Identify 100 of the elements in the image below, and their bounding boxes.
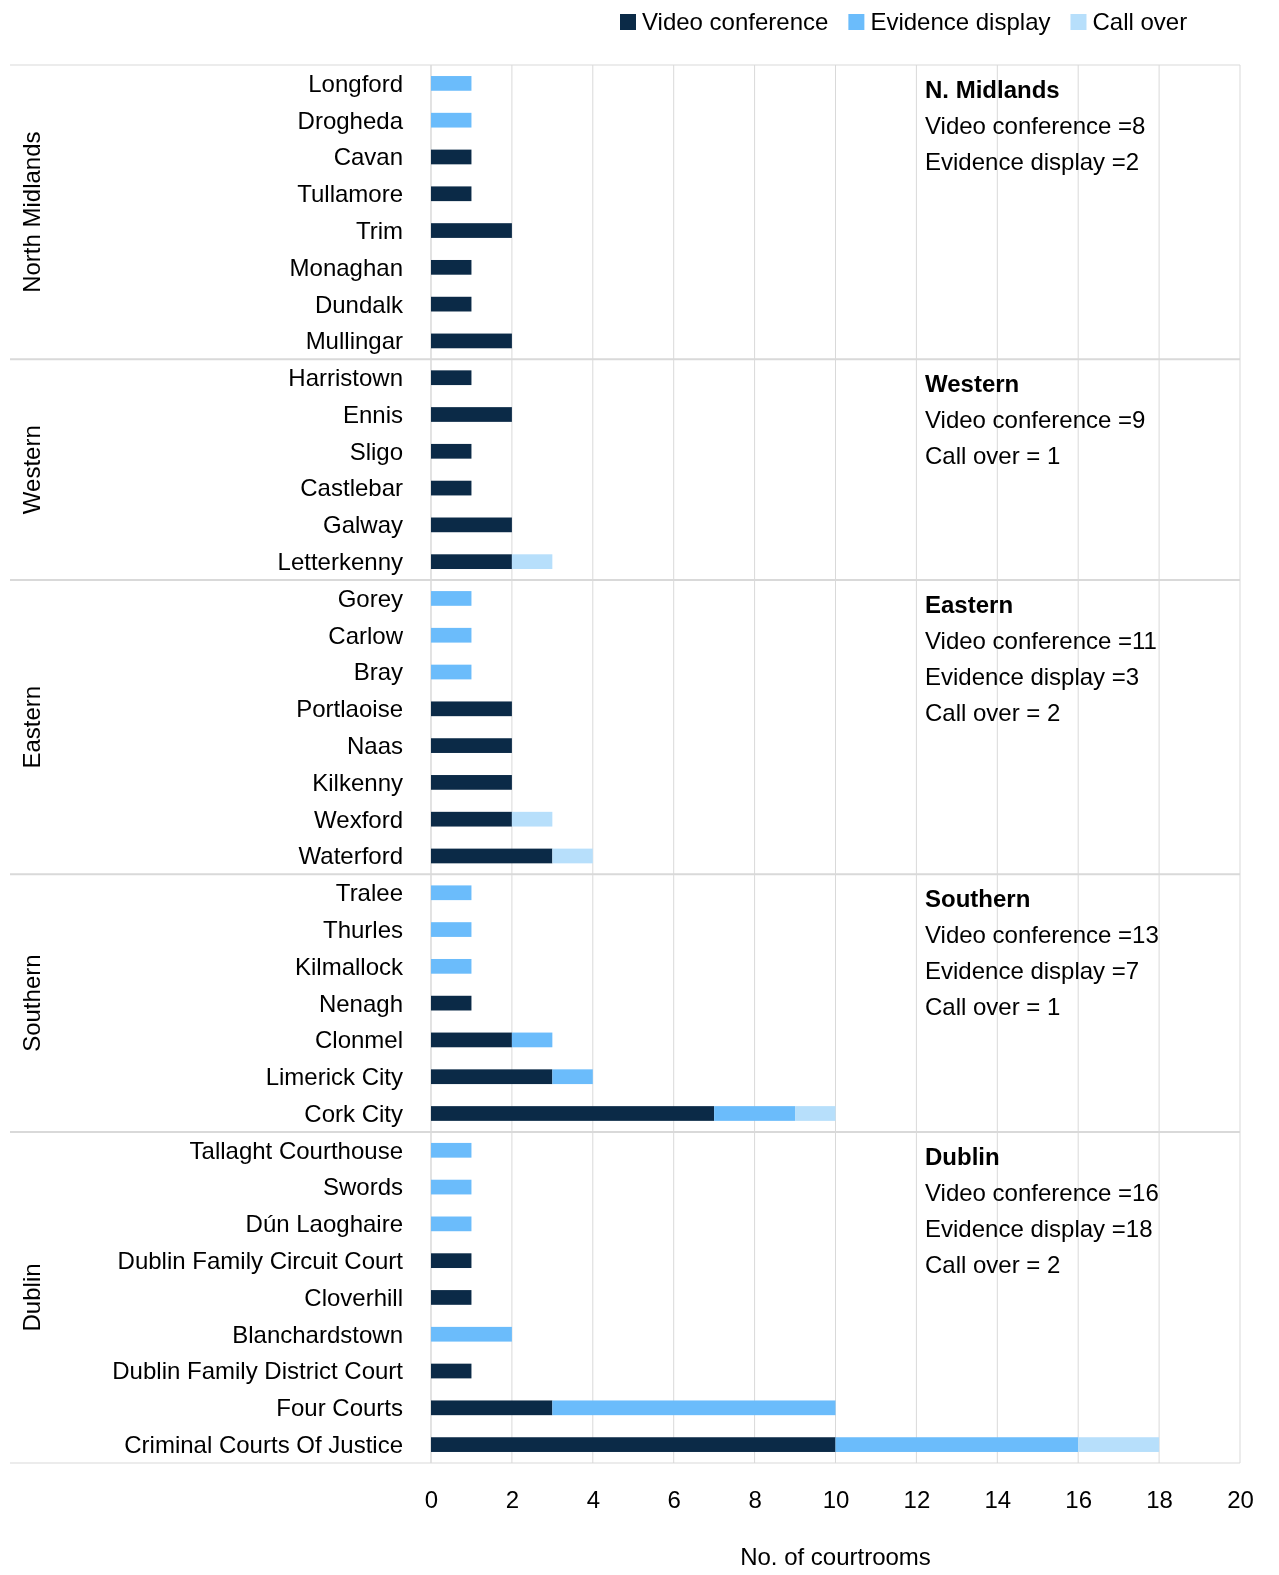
y-tick-label: Monaghan — [289, 253, 403, 281]
bar — [431, 1326, 512, 1342]
y-tick-label: Nenagh — [318, 989, 403, 1017]
y-tick-label: Trim — [355, 216, 403, 244]
bar — [431, 811, 512, 827]
legend-label: Call over — [1092, 8, 1188, 35]
legend-label: Video conference — [642, 8, 829, 35]
bar — [431, 1437, 836, 1452]
x-tick-label: 14 — [984, 1485, 1012, 1513]
y-tick-label: Waterford — [298, 842, 403, 870]
bar — [835, 1437, 1079, 1452]
bar — [431, 885, 472, 901]
annotation: Western Video conference =9 Call over = 1 — [925, 370, 1146, 470]
y-tick-label: Blanchardstown — [232, 1320, 403, 1348]
bar — [431, 1216, 472, 1232]
x-axis-title: No. of courtrooms — [740, 1543, 931, 1570]
bar — [714, 1106, 796, 1121]
bar — [1078, 1437, 1160, 1452]
y-tick-label: Wexford — [314, 805, 403, 833]
bar — [552, 848, 593, 864]
bar — [795, 1106, 836, 1121]
bar — [431, 554, 512, 570]
bar — [431, 1069, 553, 1085]
bar — [431, 223, 512, 238]
text: Dublin — [18, 1263, 45, 1332]
x-tick-label: 16 — [1065, 1485, 1093, 1513]
bar — [431, 1142, 472, 1158]
bar — [431, 333, 512, 349]
bar — [431, 1290, 472, 1305]
y-tick-label: Dún Laoghaire — [245, 1210, 403, 1238]
x-tick-label: 18 — [1146, 1485, 1173, 1513]
x-tick-label: 20 — [1227, 1485, 1254, 1513]
bar — [511, 1032, 553, 1048]
bar — [431, 112, 472, 128]
bar — [431, 76, 472, 91]
y-tick-label: Four Courts — [276, 1394, 403, 1422]
bar — [552, 1069, 593, 1085]
y-tick-label: Cork City — [304, 1099, 403, 1127]
y-tick-label: Tullamore — [297, 180, 403, 208]
y-tick-label: Kilmallock — [294, 952, 404, 980]
bar — [552, 1400, 836, 1416]
y-tick-label: Letterkenny — [277, 548, 403, 576]
bar — [431, 370, 472, 386]
annotation: Eastern Video conference =11 Evidence display =3 Call over = 2 — [925, 591, 1157, 727]
y-tick-label: Cloverhill — [304, 1283, 403, 1311]
bar — [431, 775, 512, 790]
x-tick-label: 6 — [667, 1485, 681, 1513]
y-tick-label: Clonmel — [314, 1026, 403, 1054]
y-tick-label: Dublin Family District Court — [112, 1357, 404, 1385]
y-tick-label: Portlaoise — [296, 695, 403, 723]
text: Western — [18, 425, 45, 515]
bar — [431, 186, 472, 202]
bar — [431, 664, 472, 680]
bar — [511, 811, 553, 827]
text: Eastern — [18, 685, 45, 769]
y-tick-label: Ennis — [342, 400, 403, 428]
bar — [511, 554, 553, 570]
y-tick-label: Kilkenny — [312, 768, 403, 796]
bar — [431, 407, 512, 422]
y-tick-label: Swords — [322, 1173, 403, 1201]
bar — [431, 627, 472, 643]
y-tick-label: Naas — [346, 732, 403, 760]
annotation: Dublin Video conference =16 Evidence display =18 Call over = 2 — [925, 1142, 1159, 1278]
annotation: Southern Video conference =13 Evidence display =7 Call over = 1 — [925, 885, 1159, 1021]
y-tick-label: Gorey — [337, 584, 403, 612]
y-tick-label: Drogheda — [297, 106, 404, 134]
x-tick-label: 2 — [505, 1485, 520, 1513]
x-tick-label: 10 — [822, 1485, 850, 1513]
y-tick-label: Dublin Family Circuit Court — [117, 1247, 404, 1275]
y-tick-label: Bray — [353, 658, 403, 686]
y-tick-label: Harristown — [288, 364, 403, 392]
x-tick-label: 8 — [748, 1485, 762, 1513]
bar — [431, 1032, 512, 1048]
y-tick-label: Thurles — [322, 915, 403, 943]
bar — [431, 701, 512, 717]
x-tick-label: 4 — [586, 1485, 600, 1513]
bar — [431, 480, 472, 496]
y-tick-label: Castlebar — [300, 474, 403, 502]
y-tick-label: Tallaght Courthouse — [189, 1136, 403, 1164]
bar — [431, 1363, 472, 1379]
bar — [431, 517, 512, 533]
bar — [431, 149, 472, 165]
y-tick-label: Dundalk — [314, 290, 404, 318]
y-tick-label: Criminal Courts Of Justice — [124, 1431, 403, 1459]
bar — [431, 591, 472, 606]
y-tick-label: Sligo — [349, 437, 403, 465]
bar — [431, 1179, 472, 1195]
annotation: N. Midlands Video conference =8 Evidence display =2 — [925, 76, 1146, 176]
bar — [431, 296, 472, 312]
bar — [431, 1400, 553, 1416]
y-tick-label: Limerick City — [265, 1063, 403, 1091]
y-tick-label: Longford — [308, 69, 403, 97]
bar — [431, 1253, 472, 1269]
x-tick-label: 0 — [424, 1485, 439, 1513]
bar — [431, 738, 512, 753]
bar — [431, 259, 472, 275]
bar — [431, 995, 472, 1011]
bar — [431, 958, 472, 974]
bar — [431, 922, 472, 937]
y-tick-label: Galway — [322, 511, 403, 539]
